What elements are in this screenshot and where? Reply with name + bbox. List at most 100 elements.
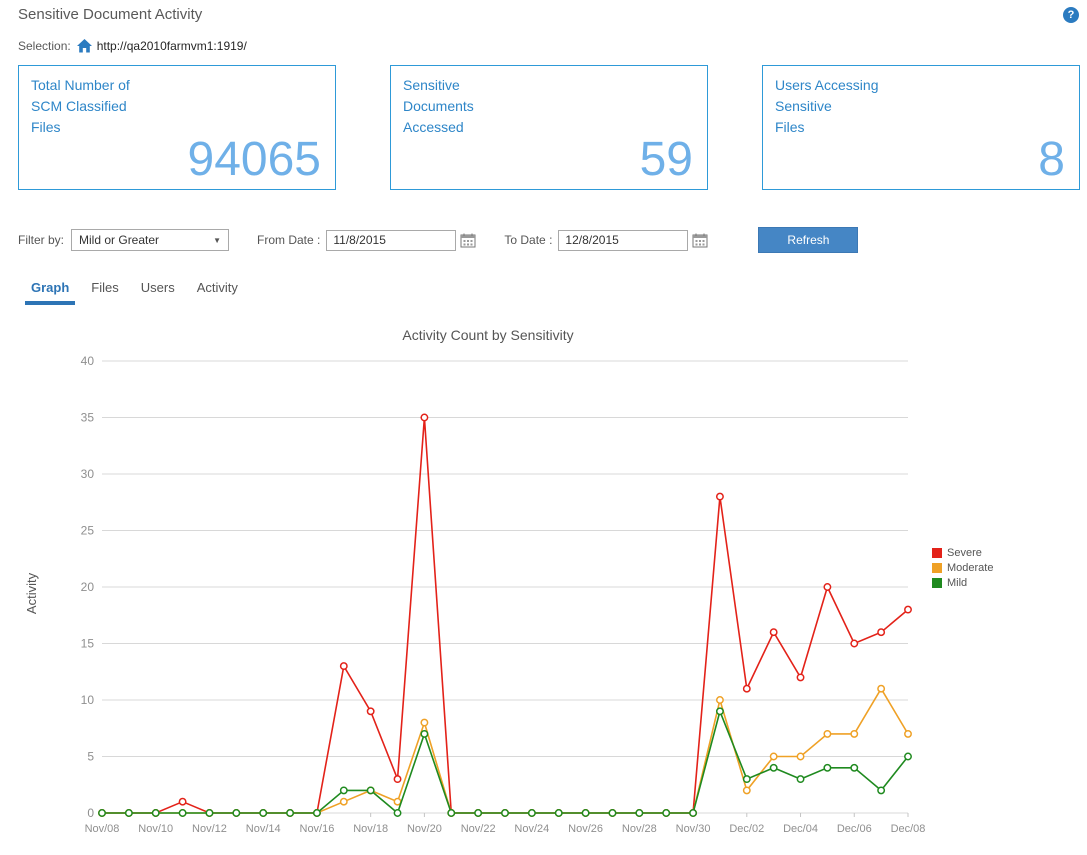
marker-severe [178, 797, 187, 806]
marker-mild [877, 786, 886, 795]
marker-severe [420, 413, 429, 422]
to-date-label: To Date : [504, 233, 553, 247]
card-sensitive-documents-accessed: Sensitive Documents Accessed 59 [390, 65, 708, 190]
marker-mild [259, 809, 268, 817]
marker-mild [635, 809, 644, 817]
selection-label: Selection: [18, 39, 71, 53]
filter-by-selected-value: Mild or Greater [79, 233, 160, 247]
to-date-input[interactable] [558, 229, 689, 251]
x-tick-label: Dec/02 [729, 823, 764, 835]
refresh-button[interactable]: Refresh [758, 227, 859, 253]
marker-severe [850, 639, 859, 648]
legend-swatch-mild [932, 578, 942, 588]
x-tick-label: Nov/14 [246, 823, 281, 835]
activity-line-chart: 0 5 10 15 20 25 30 35 40 Nov/08 Nov/10 Nov/12 Nov/14… [81, 354, 926, 835]
marker-mild [554, 809, 563, 817]
x-tick-label: Nov/16 [300, 823, 335, 835]
card-title-line: Files [31, 119, 61, 135]
marker-moderate [796, 752, 805, 761]
marker-moderate [742, 786, 751, 795]
y-tick-label: 0 [87, 806, 94, 820]
card-title-line: Sensitive [775, 98, 832, 114]
home-icon[interactable] [76, 39, 92, 53]
tab-files[interactable]: Files [91, 280, 119, 295]
card-title-line: Sensitive [403, 77, 460, 93]
legend-swatch-moderate [932, 563, 942, 573]
marker-mild [527, 809, 536, 817]
x-tick-label: Nov/22 [461, 823, 496, 835]
card-total-classified-files: Total Number of SCM Classified Files 940… [18, 65, 336, 190]
to-date-calendar-icon[interactable] [692, 233, 708, 248]
y-tick-label: 5 [87, 750, 94, 764]
top-bar: Sensitive Document Activity ? [18, 6, 1087, 23]
card-title-line: Files [775, 119, 805, 135]
marker-mild [151, 809, 160, 817]
legend-item-mild: Mild [932, 577, 993, 589]
y-tick-label: 25 [81, 524, 95, 538]
card-value: 94065 [187, 133, 321, 187]
marker-mild [742, 775, 751, 784]
x-tick-label: Nov/12 [192, 823, 227, 835]
card-title-line: SCM Classified [31, 98, 127, 114]
filter-by-select[interactable]: Mild or Greater ▼ [71, 229, 230, 251]
card-title: Users Accessing Sensitive Files [775, 75, 1067, 138]
marker-mild [232, 809, 241, 817]
tab-activity[interactable]: Activity [196, 280, 238, 295]
marker-mild [850, 763, 859, 772]
filter-row: Filter by: Mild or Greater ▼ From Date :… [18, 227, 1087, 253]
marker-mild [715, 707, 724, 716]
tab-graph[interactable]: Graph [25, 280, 76, 305]
marker-mild [366, 786, 375, 795]
marker-severe [393, 775, 402, 784]
legend-swatch-severe [932, 548, 942, 558]
marker-mild [689, 809, 698, 817]
card-title-line: Documents [403, 98, 474, 114]
series-line-severe [102, 417, 909, 814]
chart-title: Activity Count by Sensitivity [402, 327, 574, 343]
x-tick-label: Nov/28 [622, 823, 657, 835]
marker-moderate [850, 729, 859, 738]
card-title-line: Accessed [403, 119, 464, 135]
from-date-calendar-icon[interactable] [460, 233, 476, 248]
card-title: Total Number of SCM Classified Files [31, 75, 323, 138]
marker-moderate [904, 729, 912, 738]
marker-mild [581, 809, 590, 817]
marker-mild [178, 809, 187, 817]
from-date-label: From Date : [257, 233, 321, 247]
x-tick-label: Dec/06 [837, 823, 872, 835]
y-axis-label: Activity [24, 572, 40, 614]
filter-by-label: Filter by: [18, 233, 65, 247]
chart-legend: Severe Moderate Mild [932, 547, 993, 839]
selection-url-link[interactable]: http://qa2010farmvm1:1919/ [96, 39, 247, 53]
x-tick-label: Nov/26 [568, 823, 603, 835]
marker-moderate [715, 696, 724, 704]
marker-moderate [769, 752, 778, 761]
card-title: Sensitive Documents Accessed [403, 75, 695, 138]
x-tick-label: Nov/20 [407, 823, 442, 835]
marker-mild [420, 729, 429, 738]
card-value: 59 [639, 133, 693, 187]
marker-severe [339, 662, 348, 671]
marker-severe [877, 628, 886, 637]
marker-moderate [823, 729, 832, 738]
marker-mild [823, 763, 832, 772]
tab-users[interactable]: Users [140, 280, 175, 295]
marker-moderate [420, 718, 429, 727]
from-date-input[interactable] [326, 229, 457, 251]
x-tick-label: Nov/08 [85, 823, 120, 835]
card-title-line: Total Number of [31, 77, 130, 93]
marker-mild [796, 775, 805, 784]
tab-bar: Graph Files Users Activity [25, 280, 1087, 305]
help-icon[interactable]: ? [1063, 7, 1079, 23]
marker-mild [662, 809, 671, 817]
marker-severe [823, 583, 832, 591]
marker-severe [904, 605, 912, 614]
marker-severe [742, 684, 751, 693]
x-tick-label: Dec/04 [783, 823, 818, 835]
marker-moderate [877, 684, 886, 693]
marker-mild [769, 763, 778, 772]
marker-moderate [339, 797, 348, 806]
y-tick-label: 10 [81, 693, 95, 707]
marker-severe [796, 673, 805, 682]
